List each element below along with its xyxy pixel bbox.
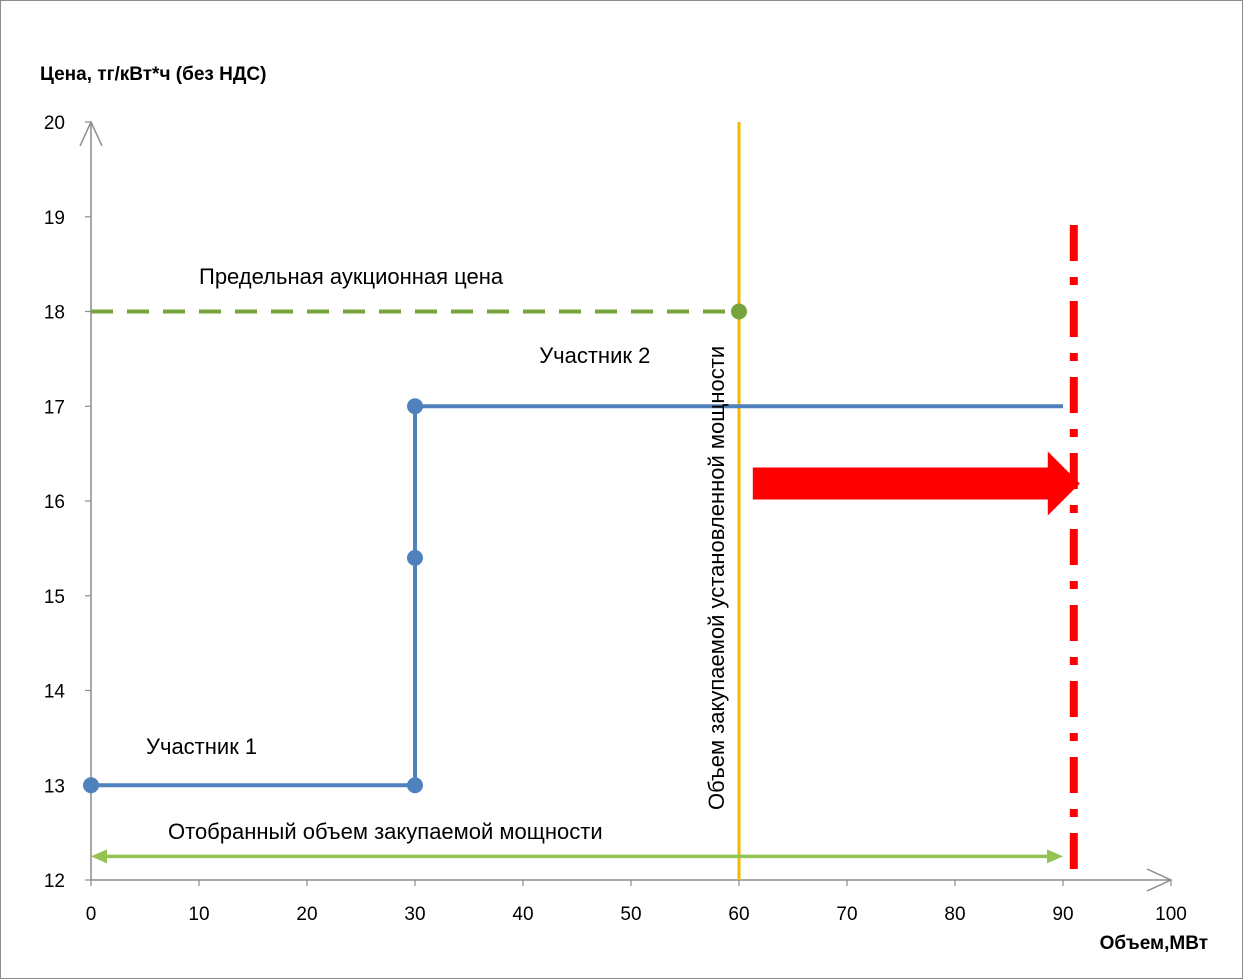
x-tick-label: 30 [404, 904, 425, 925]
y-tick-label: 20 [44, 113, 65, 134]
price-cap-label: Предельная аукционная цена [199, 264, 504, 289]
x-tick-label: 50 [620, 904, 641, 925]
x-tick-label: 70 [836, 904, 857, 925]
selected-volume-label: Отобранный объем закупаемой мощности [168, 819, 603, 844]
x-tick-label: 0 [86, 904, 97, 925]
y-tick-label: 15 [44, 587, 65, 608]
series-point [407, 549, 423, 566]
shift-arrow [752, 451, 1080, 516]
y-tick-label: 17 [44, 397, 65, 418]
annotation-participant-1: Участник 1 [146, 734, 257, 759]
x-ticks: 0 10 20 30 40 50 60 70 80 90 100 [86, 880, 1187, 925]
x-tick-label: 10 [188, 904, 209, 925]
x-tick-label: 20 [296, 904, 317, 925]
capacity-line-label: Объем закупаемой установленной мощности [704, 346, 729, 810]
y-tick-label: 19 [44, 208, 65, 229]
selected-volume-arrow-right [1047, 849, 1063, 864]
y-tick-label: 13 [44, 776, 65, 797]
series-point [407, 398, 423, 415]
marks [83, 122, 1080, 880]
y-tick-label: 16 [44, 492, 65, 513]
series-point [407, 777, 423, 794]
x-tick-label: 60 [728, 904, 749, 925]
selected-volume-arrow-left [91, 849, 107, 864]
x-tick-label: 100 [1155, 904, 1187, 925]
x-axis-title: Объем,МВт [1100, 933, 1208, 954]
y-tick-label: 14 [44, 682, 66, 703]
x-tick-label: 40 [512, 904, 533, 925]
series-point [83, 777, 99, 794]
y-ticks: 12 13 14 15 16 17 18 19 20 [44, 113, 91, 892]
price-cap-point [731, 303, 747, 320]
y-tick-label: 12 [44, 871, 65, 892]
annotation-participant-2: Участник 2 [539, 343, 650, 368]
x-tick-label: 80 [944, 904, 965, 925]
y-axis-title: Цена, тг/кВт*ч (без НДС) [40, 64, 266, 85]
x-tick-label: 90 [1052, 904, 1073, 925]
y-tick-label: 18 [44, 303, 65, 324]
